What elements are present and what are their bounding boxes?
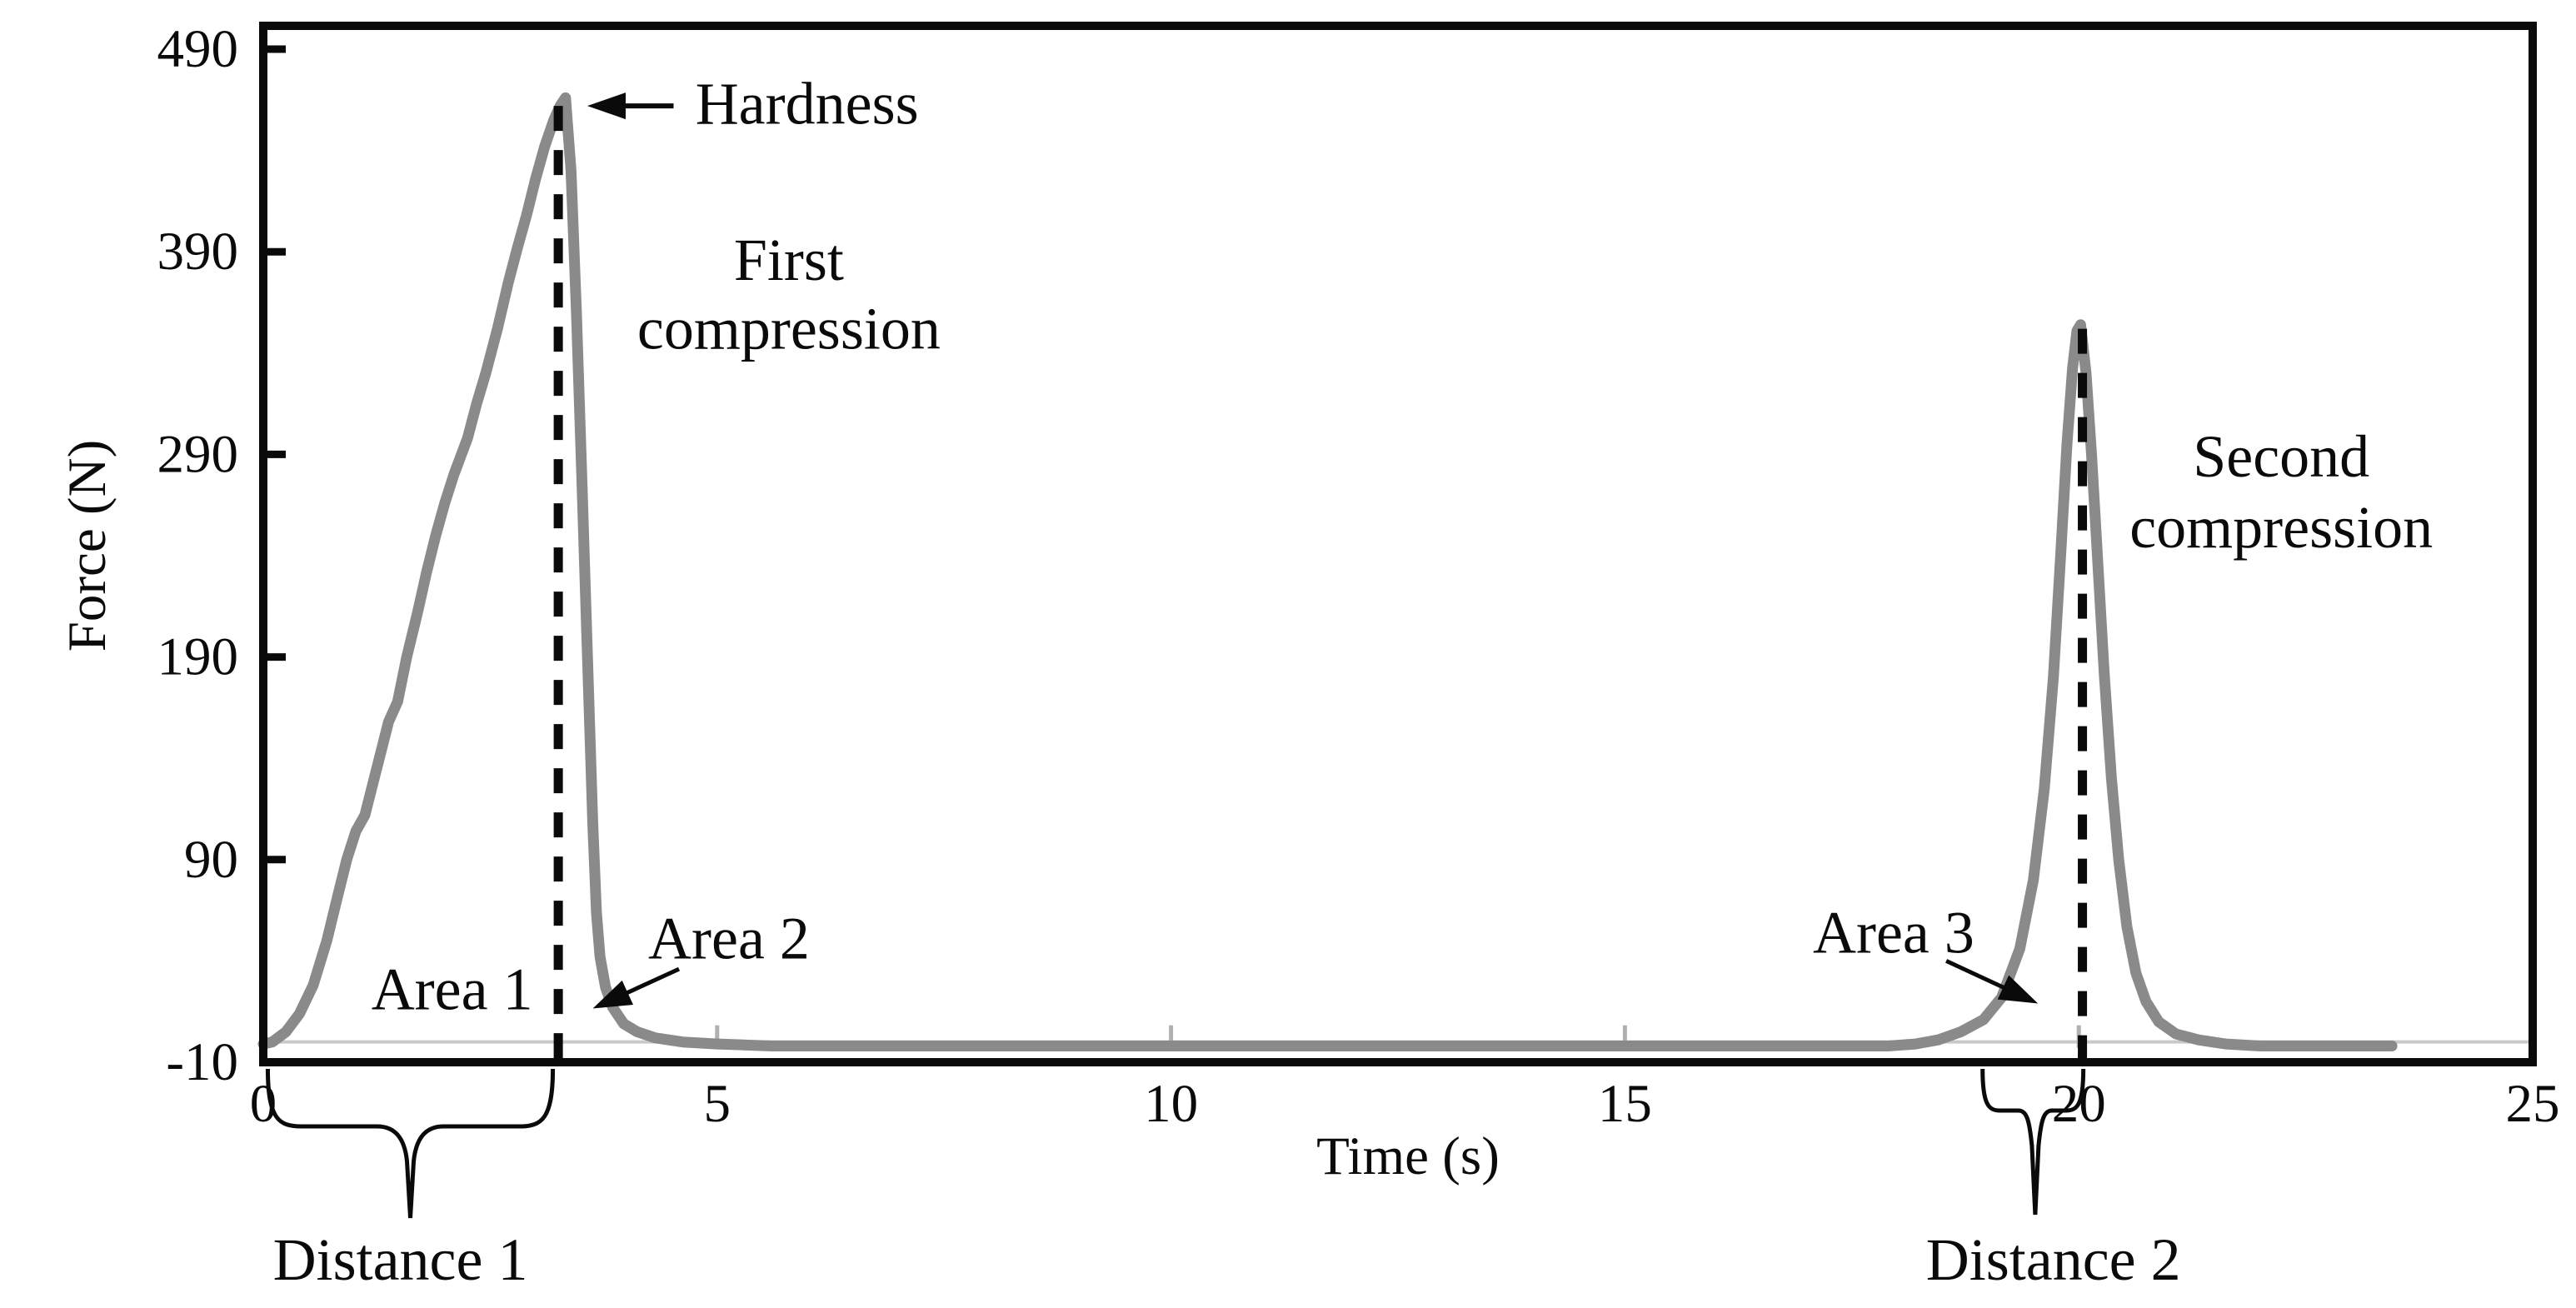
area-3-label: Area 3 <box>1813 899 1974 966</box>
area-3-arrow-head <box>1997 975 2039 1004</box>
x-tick-label-25: 25 <box>2506 1074 2560 1134</box>
chart-curve-layer <box>257 92 2398 1051</box>
force-time-curve <box>257 92 2398 1051</box>
hardness-label: Hardness <box>696 71 919 137</box>
first-compression-label-line2: compression <box>637 296 941 362</box>
area-2-label: Area 2 <box>648 906 810 972</box>
y-tick-label-90: 90 <box>184 830 238 890</box>
y-tick-label-290: 290 <box>157 424 239 484</box>
area-3-arrow-line <box>1945 959 2009 991</box>
x-axis-title: Time (s) <box>1316 1126 1500 1186</box>
area-1-label: Area 1 <box>372 956 533 1022</box>
x-tick-label-15: 15 <box>1598 1074 1652 1134</box>
y-tick-label-190: 190 <box>157 627 239 687</box>
y-tick-label-490: 490 <box>157 19 239 79</box>
distance-1-label: Distance 1 <box>273 1226 528 1293</box>
plot-border <box>259 22 2537 1066</box>
second-compression-label-line2: compression <box>2129 494 2433 561</box>
x-tick-label-5: 5 <box>704 1074 731 1134</box>
y-tick-label-390: 390 <box>157 222 239 282</box>
second-compression-label-line1: Second <box>2193 423 2369 490</box>
distance-2-label: Distance 2 <box>1926 1226 2181 1293</box>
first-compression-label-line1: First <box>734 227 844 293</box>
area-2-arrow-line <box>622 966 681 997</box>
distance-2-brace <box>1980 1068 2086 1216</box>
hardness-arrow-head <box>587 92 626 120</box>
distance-1-brace <box>265 1068 556 1219</box>
y-tick-label--10: -10 <box>166 1032 238 1092</box>
y-axis-title: Force (N) <box>57 440 117 652</box>
area-2-arrow-head <box>592 980 634 1009</box>
x-tick-label-10: 10 <box>1144 1074 1198 1134</box>
